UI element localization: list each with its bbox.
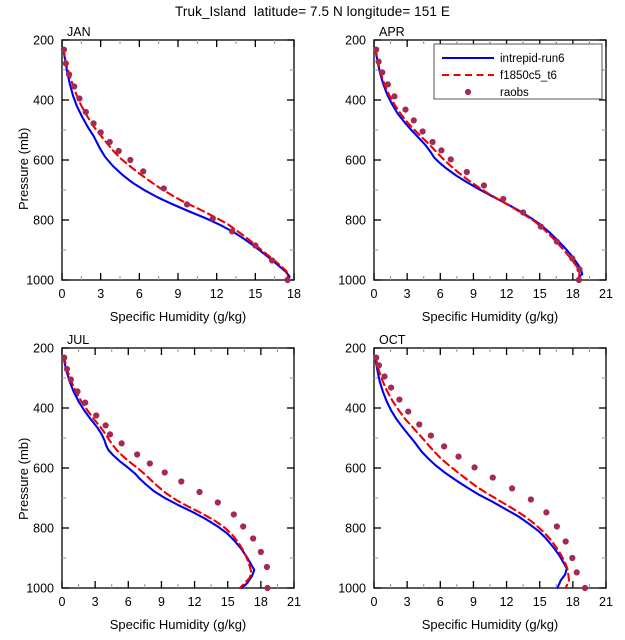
svg-text:0: 0 (371, 595, 378, 609)
svg-text:1000: 1000 (338, 582, 366, 596)
svg-text:200: 200 (33, 342, 54, 356)
svg-text:JUL: JUL (67, 333, 89, 347)
svg-text:15: 15 (533, 595, 547, 609)
svg-text:15: 15 (248, 287, 262, 301)
panel-oct: 0 3 6 9 12 15 18 21 200 400 600 800 1000 OCT Specific … (312, 330, 625, 638)
svg-text:APR: APR (379, 25, 405, 39)
svg-text:600: 600 (33, 154, 54, 168)
svg-text:18: 18 (287, 287, 301, 301)
svg-text:400: 400 (33, 402, 54, 416)
svg-text:21: 21 (287, 595, 301, 609)
svg-text:21: 21 (599, 595, 613, 609)
svg-text:18: 18 (254, 595, 268, 609)
svg-text:OCT: OCT (379, 333, 406, 347)
figure-title: Truk_Island latitude= 7.5 N longitude= 1… (175, 4, 450, 19)
svg-text:9: 9 (158, 595, 165, 609)
svg-text:15: 15 (533, 287, 547, 301)
svg-text:400: 400 (345, 94, 366, 108)
svg-text:3: 3 (97, 287, 104, 301)
svg-text:6: 6 (136, 287, 143, 301)
svg-text:800: 800 (33, 214, 54, 228)
svg-text:400: 400 (33, 94, 54, 108)
svg-text:0: 0 (371, 287, 378, 301)
svg-text:400: 400 (345, 402, 366, 416)
svg-text:1000: 1000 (26, 274, 54, 288)
svg-text:6: 6 (125, 595, 132, 609)
panel-apr: 0 3 6 9 12 15 18 21 200 400 600 800 1000 APR Specific … (312, 22, 625, 330)
svg-text:600: 600 (33, 462, 54, 476)
svg-text:200: 200 (345, 34, 366, 48)
svg-text:800: 800 (345, 214, 366, 228)
svg-text:3: 3 (404, 287, 411, 301)
svg-text:Specific Humidity (g/kg): Specific Humidity (g/kg) (110, 617, 247, 632)
svg-text:Specific Humidity (g/kg): Specific Humidity (g/kg) (110, 309, 247, 324)
svg-text:18: 18 (566, 595, 580, 609)
svg-text:9: 9 (470, 287, 477, 301)
svg-text:12: 12 (188, 595, 202, 609)
svg-text:JAN: JAN (67, 25, 91, 39)
svg-text:1000: 1000 (338, 274, 366, 288)
svg-text:200: 200 (345, 342, 366, 356)
panel-jan: 0 3 6 9 12 15 18 200 400 600 800 1000 JAN Specific Hu… (0, 22, 313, 330)
svg-text:0: 0 (59, 287, 66, 301)
svg-text:Specific Humidity (g/kg): Specific Humidity (g/kg) (422, 309, 559, 324)
svg-text:9: 9 (175, 287, 182, 301)
svg-text:0: 0 (59, 595, 66, 609)
svg-text:Specific Humidity (g/kg): Specific Humidity (g/kg) (422, 617, 559, 632)
svg-text:6: 6 (437, 595, 444, 609)
svg-text:12: 12 (210, 287, 224, 301)
svg-text:raobs: raobs (500, 87, 529, 99)
svg-text:3: 3 (92, 595, 99, 609)
svg-text:9: 9 (470, 595, 477, 609)
panel-jul: 0 3 6 9 12 15 18 21 200 400 600 800 1000 JUL Specific … (0, 330, 313, 638)
svg-text:800: 800 (345, 522, 366, 536)
svg-text:12: 12 (500, 287, 514, 301)
svg-text:intrepid-run6: intrepid-run6 (500, 53, 565, 65)
svg-text:15: 15 (221, 595, 235, 609)
svg-text:600: 600 (345, 154, 366, 168)
svg-text:18: 18 (566, 287, 580, 301)
svg-text:21: 21 (599, 287, 613, 301)
svg-text:600: 600 (345, 462, 366, 476)
svg-text:6: 6 (437, 287, 444, 301)
svg-text:12: 12 (500, 595, 514, 609)
svg-text:f1850c5_t6: f1850c5_t6 (500, 70, 557, 82)
svg-text:1000: 1000 (26, 582, 54, 596)
svg-text:200: 200 (33, 34, 54, 48)
svg-text:3: 3 (404, 595, 411, 609)
svg-text:800: 800 (33, 522, 54, 536)
